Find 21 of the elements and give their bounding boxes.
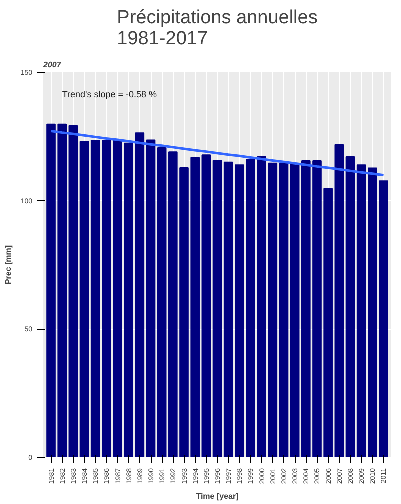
text: 2007	[42, 60, 62, 70]
bar	[268, 162, 278, 458]
bar	[290, 164, 300, 458]
chart-title: Précipitations annuelles 1981-2017	[117, 8, 318, 50]
bar	[80, 141, 90, 458]
bar	[346, 156, 356, 458]
bar	[90, 140, 100, 458]
bar	[157, 147, 167, 458]
bar	[135, 132, 145, 458]
bar	[212, 160, 222, 458]
bar	[202, 154, 212, 458]
y-axis-title: Prec [mm]	[4, 245, 13, 285]
x-axis-title: Time [year]	[196, 492, 240, 502]
bar	[224, 162, 234, 458]
bar	[68, 125, 78, 458]
bar	[279, 162, 289, 458]
bar	[356, 164, 366, 458]
line-series	[50, 130, 385, 177]
annotation: Trend's slope = -0.58 %	[62, 89, 158, 100]
bar	[146, 140, 156, 458]
bar	[334, 144, 344, 458]
